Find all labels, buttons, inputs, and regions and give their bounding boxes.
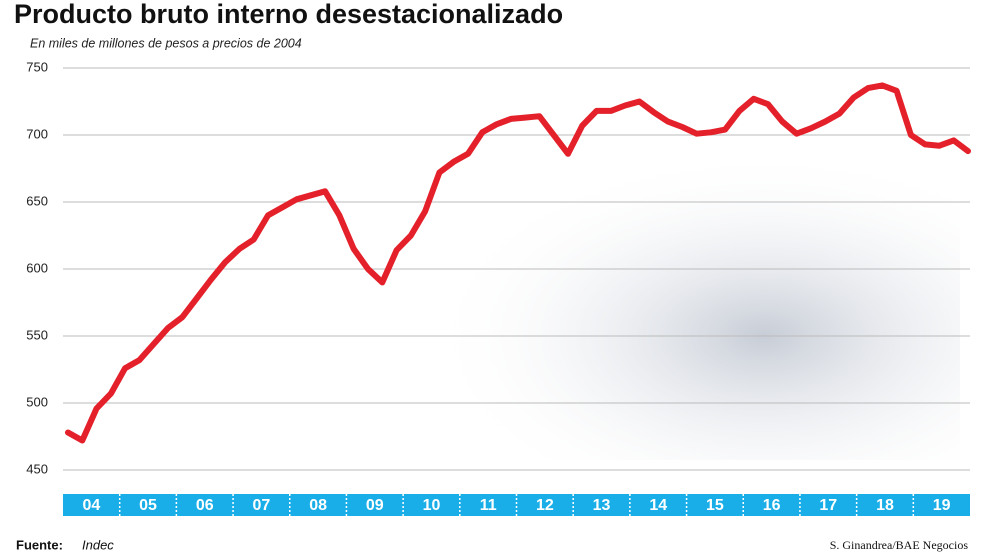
- x-tick-label: 14: [649, 497, 667, 514]
- x-tick-label: 10: [423, 497, 441, 514]
- x-tick-label: 05: [139, 497, 157, 514]
- x-tick-label: 17: [819, 497, 837, 514]
- x-tick-label: 06: [196, 497, 214, 514]
- background-photo: [400, 150, 960, 460]
- y-tick-label: 700: [26, 126, 48, 141]
- y-tick-label: 650: [26, 193, 48, 208]
- data-line: [65, 82, 971, 444]
- x-tick-label: 04: [82, 497, 100, 514]
- x-tick-label: 12: [536, 497, 554, 514]
- y-tick-label: 450: [26, 461, 48, 476]
- credit: S. Ginandrea/BAE Negocios: [830, 538, 969, 552]
- y-tick-label: 750: [26, 59, 48, 74]
- x-tick-label: 08: [309, 497, 327, 514]
- x-tick-label: 16: [763, 497, 781, 514]
- x-tick-label: 11: [480, 497, 497, 514]
- source: Indec: [82, 537, 114, 552]
- x-tick-label: 15: [706, 497, 724, 514]
- x-tick-label: 13: [593, 497, 611, 514]
- x-tick-label: 19: [933, 497, 951, 514]
- y-tick-label: 550: [26, 327, 48, 342]
- y-tick-label: 500: [26, 394, 48, 409]
- chart-title: Producto bruto interno desestacionalizad…: [14, 0, 563, 29]
- x-tick-label: 18: [876, 497, 894, 514]
- source-label: Fuente:: [16, 537, 63, 552]
- y-tick-label: 600: [26, 260, 48, 275]
- x-tick-label: 09: [366, 497, 384, 514]
- x-tick-label: 07: [253, 497, 271, 514]
- chart-subtitle: En miles de millones de pesos a precios …: [30, 36, 302, 50]
